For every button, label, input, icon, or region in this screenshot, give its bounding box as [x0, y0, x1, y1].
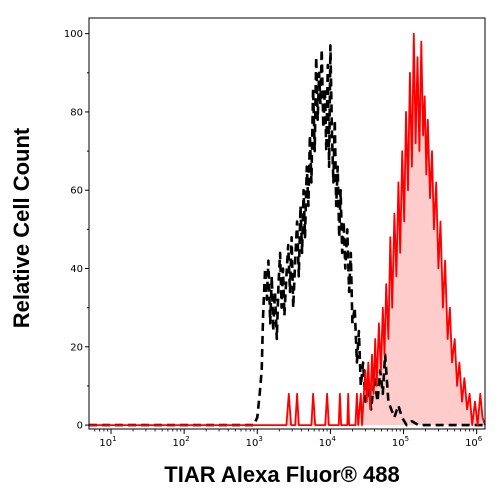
x-tick-label: 106 [465, 435, 483, 449]
x-tick-label: 105 [392, 435, 409, 449]
series-1-line [89, 32, 486, 427]
axis-layer: 0 20 40 60 80 100 101 102 103 104 105 106 [64, 29, 483, 449]
series-0-line [89, 44, 485, 427]
y-tick-label: 20 [70, 342, 83, 353]
x-tick-label: 101 [99, 435, 116, 449]
series-1-fill [89, 33, 485, 426]
y-tick-label: 60 [70, 186, 83, 197]
x-axis-title: TIAR Alexa Fluor® 488 [164, 462, 399, 487]
y-tick-label: 40 [70, 264, 83, 275]
plot-frame [88, 17, 486, 430]
y-axis-title: Relative Cell Count [9, 127, 34, 328]
x-tick-label: 103 [246, 435, 263, 449]
series-layer [89, 32, 486, 427]
y-tick-label: 80 [70, 107, 83, 118]
y-tick-label: 0 [77, 421, 83, 432]
x-tick-label: 102 [173, 435, 190, 449]
x-tick-label: 104 [319, 435, 337, 449]
y-tick-label: 100 [64, 29, 83, 40]
